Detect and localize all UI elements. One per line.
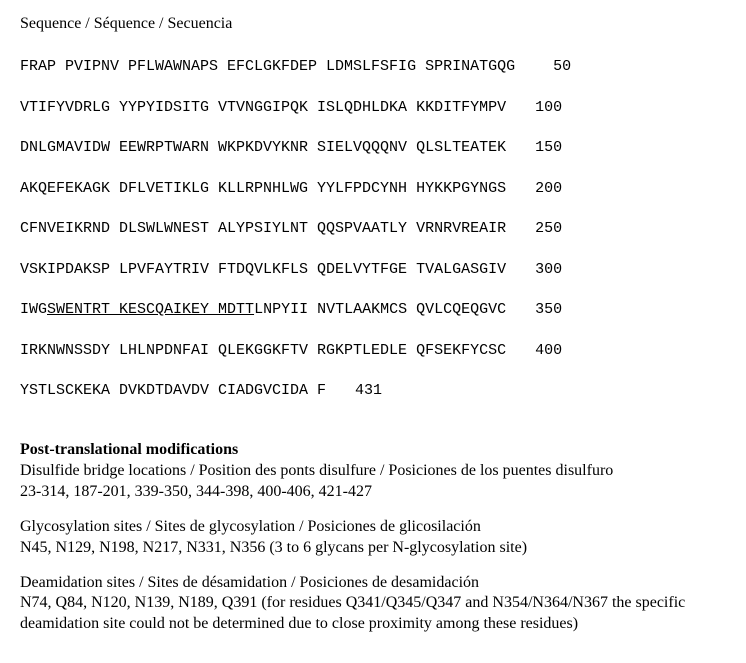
seq-position: 250 (506, 219, 562, 239)
sequence-row: VTIFYVDRLG YYPYIDSITG VTVNGGIPQK ISLQDHL… (20, 98, 726, 118)
sequence-row: VSKIPDAKSP LPVFAYTRIV FTDQVLKFLS QDELVYT… (20, 260, 726, 280)
sequence-row: DNLGMAVIDW EEWRPTWARN WKPKDVYKNR SIELVQQ… (20, 138, 726, 158)
sequence-row: IRKNWNSSDY LHLNPDNFAI QLEKGGKFTV RGKPTLE… (20, 341, 726, 361)
sequence-row: YSTLSCKEKA DVKDTDAVDV CIADGVCIDA F431 (20, 381, 726, 401)
seq-pre: AKQEFEKAGK DFLVETIKLG KLLRPNHLWG YYLFPDC… (20, 180, 506, 197)
seq-position: 100 (506, 98, 562, 118)
glyco-section: Glycosylation sites / Sites de glycosyla… (20, 517, 726, 559)
seq-position: 50 (515, 57, 571, 77)
seq-underline: SWENTRT KESCQAIKEY MDTT (47, 301, 254, 318)
glyco-value: N45, N129, N198, N217, N331, N356 (3 to … (20, 538, 726, 559)
seq-pre: VTIFYVDRLG YYPYIDSITG VTVNGGIPQK ISLQDHL… (20, 99, 506, 116)
disulfide-label: Disulfide bridge locations / Position de… (20, 461, 726, 482)
sequence-row: AKQEFEKAGK DFLVETIKLG KLLRPNHLWG YYLFPDC… (20, 179, 726, 199)
seq-position: 431 (326, 381, 382, 401)
deamid-section: Deamidation sites / Sites de désamidatio… (20, 573, 726, 635)
glyco-label: Glycosylation sites / Sites de glycosyla… (20, 517, 726, 538)
seq-pre: YSTLSCKEKA DVKDTDAVDV CIADGVCIDA F (20, 382, 326, 399)
seq-pre: IWG (20, 301, 47, 318)
seq-position: 200 (506, 179, 562, 199)
seq-pre: DNLGMAVIDW EEWRPTWARN WKPKDVYKNR SIELVQQ… (20, 139, 506, 156)
seq-pre: FRAP PVIPNV PFLWAWNAPS EFCLGKFDEP LDMSLF… (20, 58, 515, 75)
seq-position: 300 (506, 260, 562, 280)
seq-position: 350 (506, 300, 562, 320)
ptm-section: Post-translational modifications Disulfi… (20, 440, 726, 503)
sequence-row: CFNVEIKRND DLSWLWNEST ALYPSIYLNT QQSPVAA… (20, 219, 726, 239)
sequence-heading: Sequence / Séquence / Secuencia (20, 14, 726, 35)
seq-pre: IRKNWNSSDY LHLNPDNFAI QLEKGGKFTV RGKPTLE… (20, 342, 506, 359)
disulfide-value: 23-314, 187-201, 339-350, 344-398, 400-4… (20, 482, 726, 503)
seq-pre: CFNVEIKRND DLSWLWNEST ALYPSIYLNT QQSPVAA… (20, 220, 506, 237)
sequence-block: FRAP PVIPNV PFLWAWNAPS EFCLGKFDEP LDMSLF… (20, 37, 726, 422)
ptm-title: Post-translational modifications (20, 440, 726, 461)
seq-post: LNPYII NVTLAAKMCS QVLCQEQGVC (254, 301, 506, 318)
deamid-label: Deamidation sites / Sites de désamidatio… (20, 573, 726, 594)
seq-pre: VSKIPDAKSP LPVFAYTRIV FTDQVLKFLS QDELVYT… (20, 261, 506, 278)
seq-position: 150 (506, 138, 562, 158)
sequence-row: FRAP PVIPNV PFLWAWNAPS EFCLGKFDEP LDMSLF… (20, 57, 726, 77)
deamid-value: N74, Q84, N120, N139, N189, Q391 (for re… (20, 593, 726, 635)
sequence-row: IWGSWENTRT KESCQAIKEY MDTTLNPYII NVTLAAK… (20, 300, 726, 320)
seq-position: 400 (506, 341, 562, 361)
